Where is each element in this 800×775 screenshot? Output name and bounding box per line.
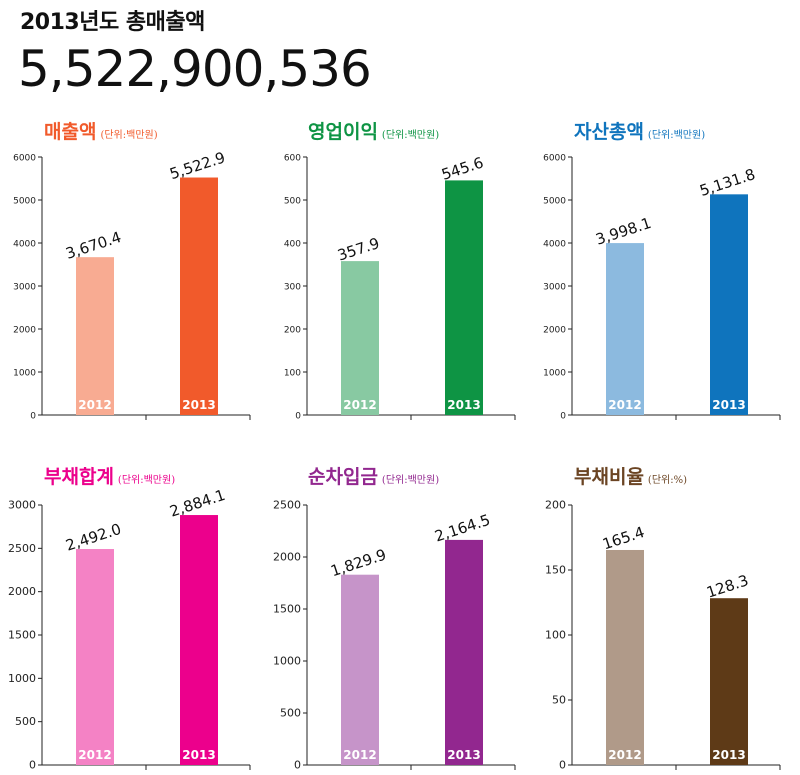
y-tick-label: 0 [560, 412, 566, 422]
chart-title: 매출액 (단위:백만원) [44, 117, 158, 144]
y-tick-label: 3000 [543, 283, 566, 293]
bar-2012 [341, 574, 379, 765]
bar-2013 [710, 194, 748, 415]
y-tick-label: 0 [295, 412, 301, 422]
bar-category-label: 2013 [712, 748, 745, 762]
y-tick-label: 200 [545, 499, 566, 512]
y-tick-label: 5000 [543, 197, 566, 207]
bar-2013 [710, 598, 748, 765]
chart-title-text: 부채비율 [574, 466, 644, 488]
y-tick-label: 3000 [8, 499, 36, 512]
total-sales-amount: 5,522,900,536 [18, 40, 372, 98]
bar-2013 [180, 515, 218, 765]
bar-value-label: 165.4 [600, 523, 646, 553]
y-tick-label: 0 [294, 759, 301, 772]
bar-category-label: 2012 [608, 748, 641, 762]
chart-unit: (단위:백만원) [381, 475, 440, 486]
y-tick-label: 3000 [13, 283, 36, 293]
bar-category-label: 2013 [447, 398, 480, 412]
chart-title: 순차입금 (단위:백만원) [308, 462, 439, 489]
y-tick-label: 50 [552, 694, 566, 707]
y-tick-label: 4000 [543, 240, 566, 250]
y-tick-label: 500 [280, 707, 301, 720]
bar-category-label: 2012 [343, 398, 376, 412]
chart-title-text: 자산총액 [574, 121, 644, 143]
y-tick-label: 0 [30, 412, 36, 422]
chart-title-text: 매출액 [44, 121, 97, 143]
y-tick-label: 2000 [273, 551, 301, 564]
bar-2013 [445, 539, 483, 765]
y-tick-label: 4000 [13, 240, 36, 250]
chart-title-text: 부채합계 [44, 466, 114, 488]
y-tick-label: 150 [545, 564, 566, 577]
bar-category-label: 2012 [608, 398, 641, 412]
y-tick-label: 300 [284, 283, 301, 293]
chart-title: 부채합계 (단위:백만원) [44, 462, 175, 489]
y-tick-label: 6000 [543, 154, 566, 164]
chart-unit: (단위:백만원) [117, 475, 176, 486]
chart-title-text: 순차입금 [308, 466, 378, 488]
bar-2012 [606, 549, 644, 765]
chart-title: 자산총액 (단위:백만원) [574, 117, 705, 144]
y-tick-label: 0 [29, 759, 36, 772]
bar-category-label: 2013 [447, 748, 480, 762]
chart-title: 영업이익 (단위:백만원) [308, 117, 439, 144]
y-tick-label: 500 [15, 715, 36, 728]
y-tick-label: 500 [284, 197, 301, 207]
bar-2012 [76, 549, 114, 765]
bar-category-label: 2013 [712, 398, 745, 412]
chart-unit: (단위:백만원) [647, 130, 706, 141]
y-tick-label: 2000 [13, 326, 36, 336]
chart-unit: (단위:%) [647, 475, 687, 486]
bar-2012 [341, 261, 379, 415]
y-tick-label: 1000 [543, 369, 566, 379]
y-tick-label: 5000 [13, 197, 36, 207]
y-tick-label: 2500 [273, 499, 301, 512]
bar-2013 [180, 177, 218, 415]
y-tick-label: 1500 [273, 603, 301, 616]
bar-category-label: 2013 [182, 398, 215, 412]
bar-category-label: 2012 [78, 748, 111, 762]
bar-category-label: 2013 [182, 748, 215, 762]
bar-value-label: 545.6 [439, 153, 485, 183]
y-tick-label: 2500 [8, 542, 36, 555]
bar-2013 [445, 180, 483, 415]
y-tick-label: 100 [284, 369, 301, 379]
bar-2012 [76, 257, 114, 415]
y-tick-label: 200 [284, 326, 301, 336]
y-tick-label: 400 [284, 240, 301, 250]
bar-category-label: 2012 [78, 398, 111, 412]
y-tick-label: 1000 [13, 369, 36, 379]
y-tick-label: 600 [284, 154, 301, 164]
chart-unit: (단위:백만원) [381, 130, 440, 141]
bar-value-label: 357.9 [335, 234, 381, 264]
chart-unit: (단위:백만원) [100, 130, 158, 141]
y-tick-label: 1000 [8, 672, 36, 685]
chart-title-text: 영업이익 [308, 121, 378, 143]
y-tick-label: 1500 [8, 629, 36, 642]
y-tick-label: 2000 [543, 326, 566, 336]
chart-title: 부채비율 (단위:%) [574, 462, 687, 489]
y-tick-label: 0 [559, 759, 566, 772]
report-title: 2013년도 총매출액 [20, 10, 205, 35]
bar-category-label: 2012 [343, 748, 376, 762]
bar-2012 [606, 243, 644, 415]
y-tick-label: 6000 [13, 154, 36, 164]
y-tick-label: 1000 [273, 655, 301, 668]
y-tick-label: 2000 [8, 585, 36, 598]
y-tick-label: 100 [545, 629, 566, 642]
bar-value-label: 128.3 [704, 571, 750, 601]
